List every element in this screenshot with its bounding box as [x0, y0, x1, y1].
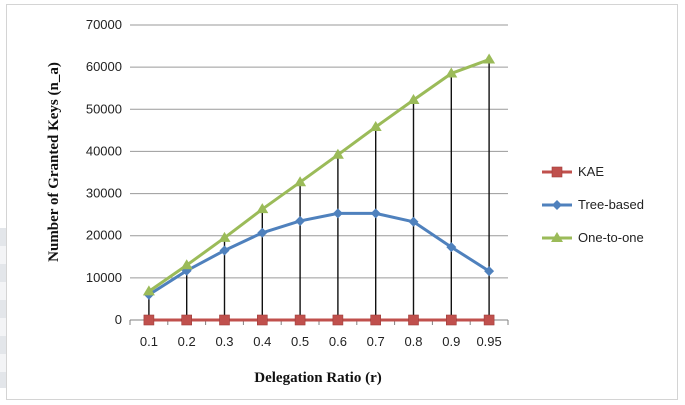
y-tick-label: 10000 [86, 270, 122, 285]
x-tick-label: 0.5 [291, 334, 309, 349]
x-tick-label: 0.2 [178, 334, 196, 349]
point-kae [445, 314, 457, 326]
legend-label-kae: KAE [578, 164, 604, 179]
point-one-to-one [142, 285, 155, 296]
point-tree-based [257, 227, 268, 238]
point-one-to-one [445, 67, 458, 78]
x-tick-label: 0.6 [329, 334, 347, 349]
point-tree-based [484, 266, 495, 277]
series-line-one-to-one [148, 58, 490, 293]
point-kae [408, 314, 419, 326]
point-kae [143, 314, 155, 326]
series-line-tree-based [148, 211, 490, 296]
legend-marker-tree-based [552, 200, 562, 210]
y-tick-label: 40000 [86, 143, 122, 158]
point-one-to-one [483, 53, 496, 64]
x-tick-label: 0.4 [253, 334, 271, 349]
point-tree-based [446, 242, 457, 253]
point-tree-based [219, 245, 230, 256]
point-one-to-one [180, 259, 193, 270]
x-tick-label: 0.3 [215, 334, 233, 349]
y-tick-label: 20000 [86, 228, 122, 243]
point-kae [483, 314, 495, 326]
point-kae [181, 314, 192, 326]
y-tick-label: 70000 [86, 17, 122, 32]
point-kae [370, 314, 382, 326]
legend-label-one-to-one: One-to-one [578, 230, 644, 245]
point-one-to-one [256, 203, 269, 214]
point-kae [256, 314, 268, 326]
series-lines [148, 58, 490, 322]
legend: KAE Tree-based One-to-one [542, 164, 644, 245]
y-axis-title: Number of Granted Keys (n_a) [46, 62, 62, 262]
x-tick-label: 0.95 [476, 334, 501, 349]
drop-lines [148, 59, 490, 320]
y-tick-label: 60000 [86, 59, 122, 74]
x-axis-title: Delegation Ratio (r) [254, 370, 381, 386]
point-one-to-one [407, 94, 420, 105]
point-tree-based [332, 208, 343, 219]
x-tick-label: 0.9 [442, 334, 460, 349]
y-tick-label: 50000 [86, 101, 122, 116]
tick-labels: 0 10000 20000 30000 40000 50000 60000 70000 0.1 0… [86, 17, 502, 349]
point-tree-based [295, 215, 306, 226]
point-kae [332, 314, 344, 326]
legend-marker-one-to-one [551, 232, 563, 242]
chart-frame [6, 4, 678, 400]
legend-marker-kae [551, 166, 563, 178]
series-markers [142, 53, 496, 326]
point-one-to-one [369, 120, 382, 131]
point-kae [294, 314, 306, 326]
gridlines [130, 24, 508, 279]
x-tick-label: 0.7 [367, 334, 385, 349]
point-kae [219, 314, 230, 326]
point-one-to-one [218, 231, 231, 242]
legend-label-tree-based: Tree-based [578, 197, 644, 212]
point-tree-based [370, 208, 381, 219]
x-tick-label: 0.8 [404, 334, 422, 349]
point-tree-based [408, 216, 419, 227]
x-tick-label: 0.1 [140, 334, 158, 349]
point-one-to-one [331, 148, 344, 159]
y-tick-label: 30000 [86, 186, 122, 201]
y-tick-label: 0 [115, 312, 122, 327]
point-one-to-one [294, 176, 307, 187]
